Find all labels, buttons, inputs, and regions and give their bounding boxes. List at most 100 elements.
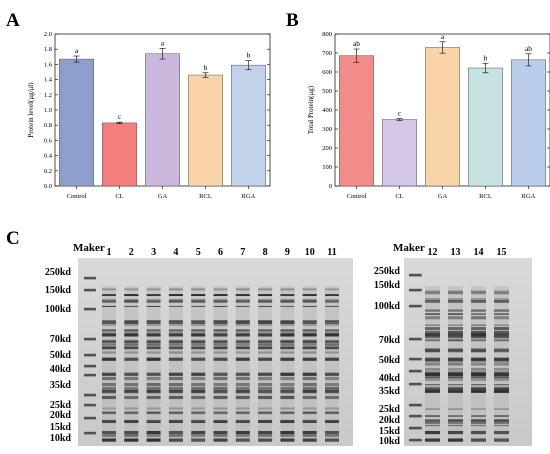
gel-right-sample-band <box>494 335 509 339</box>
gel-left-marker-band <box>84 337 96 341</box>
gel-left-sample-band <box>168 372 183 376</box>
gel-left-sample-band <box>102 372 116 376</box>
gel-left-sample-band <box>213 294 228 296</box>
chart-a-bar-rcl <box>188 74 223 187</box>
chart-a-ytick-label: 0.0 <box>44 183 52 190</box>
gel-left-sample-band <box>213 288 228 291</box>
chart-b-sig-label: ab <box>525 44 532 53</box>
gel-left-sample-band <box>235 407 250 410</box>
gel-left-marker-label: 25kd <box>50 400 72 411</box>
gel-left-sample-band <box>146 419 161 423</box>
gel-right-sample-band <box>425 367 440 371</box>
gel-left-sample-band <box>235 305 250 308</box>
gel-left-sample-band <box>235 419 250 423</box>
gel-right-sample-band <box>494 363 509 366</box>
gel-left-sample-band <box>258 322 273 327</box>
gel-left-sample-band <box>102 411 116 414</box>
gel-left-sample-band <box>325 392 339 394</box>
gel-left-sample-band <box>280 376 295 381</box>
gel-left-sample-band <box>302 357 317 361</box>
gel-right-sample-band <box>448 335 463 339</box>
gel-left-sample-band <box>102 411 116 415</box>
gel-left-sample-band <box>258 294 273 296</box>
gel-left-sample-band <box>213 372 228 376</box>
gel-right-marker-label: 35kd <box>379 386 401 397</box>
gel-left-sample-band <box>213 411 228 415</box>
gel-left-sample-band <box>258 392 273 394</box>
gel-right-sample-band <box>425 350 440 353</box>
gel-left-sample-band <box>213 395 228 400</box>
gel-left-sample-band <box>235 288 250 291</box>
gel-left-sample-band <box>213 411 228 414</box>
gel-left-sample-band <box>168 320 183 322</box>
gel-right-sample-band <box>494 389 509 393</box>
gel-left-sample-band <box>235 376 250 381</box>
gel-right-sample-band <box>448 424 463 427</box>
gel-left-sample-band <box>168 419 183 423</box>
gel-left-sample-band <box>191 322 206 327</box>
gel-right-sample-band <box>471 327 486 331</box>
gel-left-sample-band <box>124 346 139 349</box>
gel-left-sample-band <box>102 322 116 327</box>
gel-left-sample-band <box>168 411 183 414</box>
gel-right-marker-label: 40kd <box>379 373 401 384</box>
gel-right-sample-band <box>425 420 440 422</box>
chart-b-ytick-label: 300 <box>322 126 332 133</box>
gel-right-sample-band <box>494 339 509 342</box>
chart-a-ytick-label: 1.2 <box>44 92 52 99</box>
chart-a-xtick-label: GA <box>158 193 168 200</box>
gel-right-sample-band <box>471 330 486 334</box>
chart-b-bar-ga <box>425 47 460 187</box>
gel-left-sample-band <box>258 419 273 423</box>
gel-left-sample-band <box>258 305 273 308</box>
gel-left-sample-band <box>124 407 139 410</box>
chart-b-sig-label: b <box>484 53 488 62</box>
gel-left-sample-band <box>102 288 116 291</box>
gel-left-sample-band <box>191 430 206 435</box>
gel-left-sample-band <box>102 357 116 361</box>
gel-left-sample-band <box>168 305 183 308</box>
gel-right-sample-band <box>425 360 440 364</box>
gel-right-sample-band <box>425 430 440 435</box>
gel-left-sample-band <box>191 294 206 296</box>
gel-left-sample-band <box>325 339 339 343</box>
chart-a-bar-ga <box>145 53 180 187</box>
chart-a-sig-label: a <box>161 38 165 47</box>
gel-left-sample-band <box>168 329 183 332</box>
gel-left-sample-band <box>325 411 339 415</box>
gel-right-sample-band <box>448 363 463 366</box>
gel-left-sample-band <box>191 438 206 442</box>
gel-right-sample-band <box>494 290 509 294</box>
gel-left-sample-band <box>102 392 116 394</box>
gel-left-sample-band <box>235 389 250 393</box>
gel-left-sample-band <box>124 389 139 393</box>
gel-right-sample-band <box>471 363 486 366</box>
gel-right-sample-band <box>448 378 463 381</box>
gel-right-sample-band <box>494 324 509 326</box>
gel-left-sample-band <box>258 438 273 442</box>
gel-left-sample-band <box>213 407 228 410</box>
gel-left-sample-band <box>235 372 250 376</box>
gel-left-sample-band <box>302 430 317 435</box>
gel-left-sample-band <box>302 329 317 331</box>
gel-left-sample-band <box>102 305 116 308</box>
gel-right-sample-band <box>448 430 463 435</box>
gel-right-sample-band <box>425 300 440 303</box>
gel-right-sample-band <box>425 327 440 331</box>
gel-left-marker-label: 50kd <box>50 350 72 361</box>
gel-left-sample-band <box>213 346 228 349</box>
chart-b-ytick-label: 500 <box>322 88 332 95</box>
gel-right-sample-band <box>494 348 509 352</box>
gel-left-sample-band <box>124 376 139 381</box>
gel-left-sample-band <box>280 419 295 423</box>
gel-left-sample-band <box>213 382 228 387</box>
gel-left-sample-band <box>213 343 228 347</box>
gel-right-sample-band <box>494 378 509 381</box>
gel-left-sample-band <box>280 322 295 327</box>
gel-left-lane <box>235 286 250 443</box>
gel-left-sample-band <box>258 299 273 303</box>
gel-left-sample-band <box>325 438 339 442</box>
gel-left-sample-band <box>168 438 183 442</box>
gel-left-sample-band <box>213 320 228 322</box>
gel-left-sample-band <box>325 386 339 390</box>
